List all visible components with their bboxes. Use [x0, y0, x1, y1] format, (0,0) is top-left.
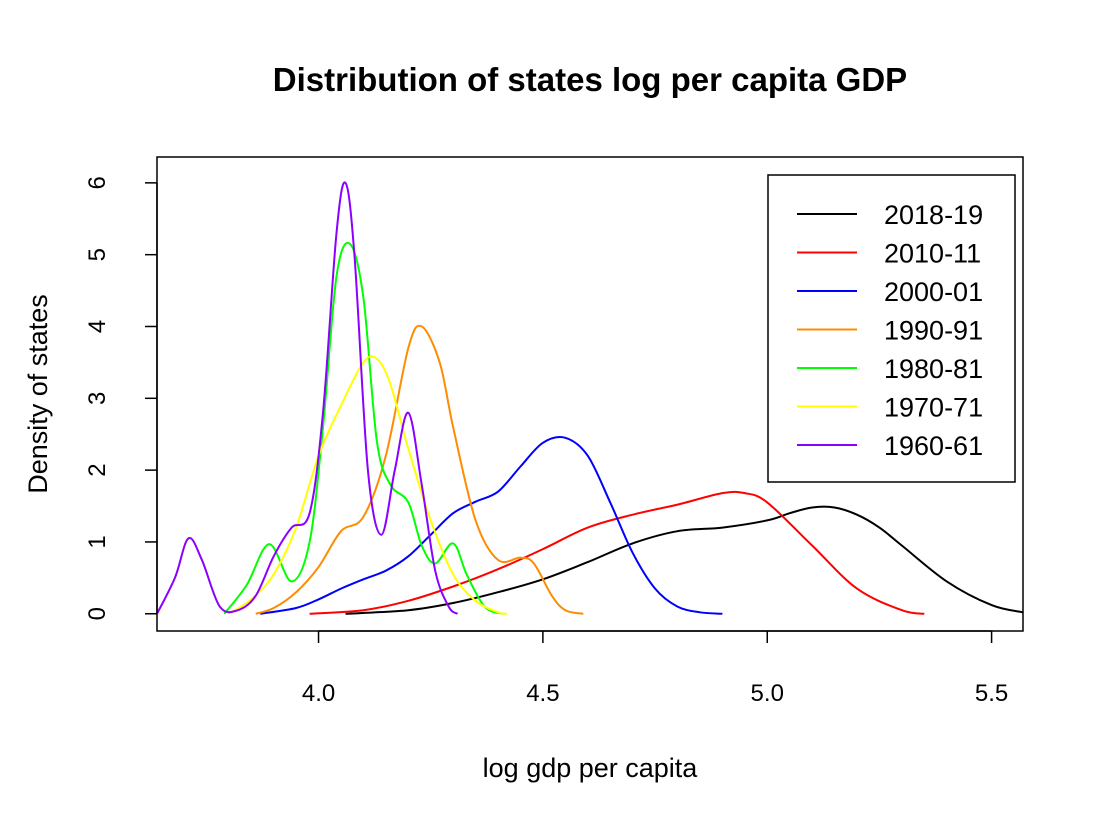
y-axis: 0 1 2 3 4 5 6 [84, 176, 158, 620]
legend-label-2000-01: 2000-01 [884, 277, 983, 307]
y-tick-label: 0 [84, 607, 111, 620]
series-line-2000-01 [260, 436, 723, 615]
legend-label-1990-91: 1990-91 [884, 316, 983, 346]
series-line-2010-11 [309, 490, 925, 615]
legend-label-1970-71: 1970-71 [884, 393, 983, 423]
legend-label-2010-11: 2010-11 [884, 239, 981, 269]
y-tick-label: 5 [84, 248, 111, 261]
x-tick-label: 4.5 [526, 680, 559, 707]
series-line-1980-81 [223, 242, 503, 615]
legend-label-2018-19: 2018-19 [884, 200, 983, 230]
y-tick-label: 4 [84, 320, 111, 333]
y-tick-label: 1 [84, 535, 111, 548]
legend-label-1980-81: 1980-81 [884, 354, 983, 384]
chart-title: Distribution of states log per capita GD… [273, 61, 907, 98]
y-tick-label: 2 [84, 463, 111, 476]
series-line-1990-91 [255, 324, 584, 615]
x-axis-label: log gdp per capita [483, 753, 699, 783]
y-axis-label: Density of states [23, 294, 53, 494]
x-tick-label: 5.0 [751, 680, 784, 707]
x-axis: 4.0 4.5 5.0 5.5 [302, 630, 1008, 707]
y-tick-label: 3 [84, 392, 111, 405]
series-layer [156, 181, 1024, 615]
x-tick-label: 4.0 [302, 680, 335, 707]
legend-box [767, 174, 1016, 483]
legend: 2018-19 2010-11 2000-01 1990-91 1980-81 1970-… [767, 174, 1016, 483]
y-tick-label: 6 [84, 176, 111, 189]
series-line-2018-19 [345, 505, 1024, 615]
series-line-1960-61 [156, 181, 459, 615]
legend-label-1960-61: 1960-61 [884, 431, 983, 461]
series-line-1970-71 [228, 355, 508, 615]
x-tick-label: 5.5 [975, 680, 1008, 707]
